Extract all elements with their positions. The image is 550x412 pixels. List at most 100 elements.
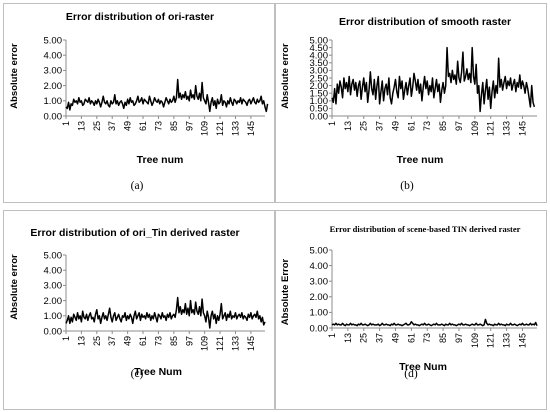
chart-c-y-tick-label: 1.00 — [44, 311, 63, 322]
chart-a-x-label: Tree num — [137, 154, 184, 166]
chart-b-y-tick-label: 4.00 — [310, 51, 329, 62]
chart-panel-a: Error distribution of ori-raster Absolut… — [3, 3, 275, 203]
chart-c-y-label: Absolute error — [9, 254, 20, 320]
chart-panel-b: Error distribution of smooth raster Abso… — [275, 3, 547, 203]
chart-b-y-tick-label: 1.00 — [310, 96, 329, 107]
chart-d-x-tick-label: 145 — [517, 333, 527, 348]
chart-a-y-tick-label: 2.00 — [44, 81, 63, 92]
chart-a-y-tick-label: 0.00 — [44, 111, 63, 122]
chart-d-x-tick-label: 121 — [486, 333, 496, 348]
chart-b-y-tick-label: 0.00 — [310, 111, 329, 122]
chart-a-x-tick-label: 109 — [200, 121, 210, 136]
chart-a-y-tick-label: 4.00 — [44, 51, 63, 62]
chart-d-x-tick-label: 49 — [390, 333, 400, 343]
chart-b-x-label: Tree num — [397, 154, 444, 166]
chart-c-x-tick-label: 37 — [107, 336, 117, 346]
chart-a-x-tick-label: 73 — [153, 121, 163, 131]
chart-b-x-tick-label: 61 — [406, 121, 416, 131]
chart-c-x-tick-label: 133 — [230, 336, 240, 351]
chart-d-x-tick-label: 97 — [454, 333, 464, 343]
chart-d-x-tick-label: 133 — [502, 333, 512, 348]
chart-b-x-tick-label: 49 — [390, 121, 400, 131]
chart-b-x-tick-label: 145 — [517, 121, 527, 136]
caption-d: (d) — [404, 368, 418, 380]
chart-d-svg: Error distribution of scene-based TIN de… — [275, 210, 547, 410]
chart-c-x-tick-label: 1 — [61, 336, 71, 341]
chart-d-x-label: Tree Num — [399, 361, 447, 373]
chart-panel-d: Error distribution of scene-based TIN de… — [275, 210, 547, 410]
chart-b-title: Error distribution of smooth raster — [339, 16, 511, 28]
caption-b: (b) — [400, 180, 414, 192]
chart-a-x-tick-label: 49 — [123, 121, 133, 131]
chart-d-y-tick-label: 2.00 — [310, 292, 329, 303]
chart-d-x-tick-label: 1 — [327, 333, 337, 338]
chart-b-x-tick-label: 1 — [327, 121, 337, 126]
chart-c-y-tick-label: 5.00 — [44, 250, 63, 261]
chart-c-y-tick-label: 3.00 — [44, 281, 63, 292]
chart-b-y-label: Absolute error — [280, 43, 291, 109]
caption-c: (c) — [130, 368, 144, 380]
chart-b-y-tick-label: 2.00 — [310, 81, 329, 92]
chart-d-x-tick-label: 109 — [470, 333, 480, 348]
chart-b-x-tick-label: 133 — [502, 121, 512, 136]
chart-d-x-tick-label: 25 — [359, 333, 369, 343]
chart-a-plot: 0.00 1.00 2.00 3.00 4.00 5.00 1 13 25 37 49 61 73 85 9… — [44, 35, 269, 136]
chart-c-x-tick-label: 97 — [184, 336, 194, 346]
chart-b-frame — [275, 3, 547, 203]
chart-b-x-tick-label: 13 — [343, 121, 353, 131]
chart-c-title: Error distribution of ori_Tin derived ra… — [30, 227, 239, 239]
chart-c-frame — [3, 210, 275, 410]
chart-b-y-tick-label: 2.50 — [310, 73, 329, 84]
chart-c-y-tick-label: 2.00 — [44, 296, 63, 307]
chart-b-x-tick-label: 37 — [375, 121, 385, 131]
chart-c-x-tick-label: 49 — [123, 336, 133, 346]
chart-d-x-tick-label: 85 — [438, 333, 448, 343]
chart-b-x-tick-label: 25 — [359, 121, 369, 131]
chart-b-y-tick-label: 5.00 — [310, 35, 329, 46]
chart-b-plot: 0.000.501.001.502.002.503.003.504.004.50… — [310, 35, 537, 136]
chart-a-y-tick-label: 1.00 — [44, 96, 63, 107]
chart-a-x-tick-label: 25 — [92, 121, 102, 131]
chart-d-x-tick-label: 37 — [375, 333, 385, 343]
chart-panel-c: Error distribution of ori_Tin derived ra… — [3, 210, 275, 410]
chart-c-y-tick-label: 0.00 — [44, 326, 63, 337]
chart-a-x-tick-label: 133 — [230, 121, 240, 136]
chart-d-y-tick-label: 1.00 — [310, 308, 329, 319]
chart-d-series-line — [331, 318, 538, 327]
chart-b-y-tick-label: 1.50 — [310, 89, 329, 100]
chart-a-x-tick-label: 145 — [246, 121, 256, 136]
chart-c-x-tick-label: 61 — [138, 336, 148, 346]
chart-c-x-tick-label: 73 — [153, 336, 163, 346]
chart-a-title: Error distribution of ori-raster — [66, 11, 214, 23]
chart-d-y-label: Absolute Error — [280, 258, 291, 325]
chart-d-plot: 0.00 1.00 2.00 3.00 4.00 5.00 1 13 25 37 49 61 73 85 9… — [310, 245, 538, 348]
chart-a-x-tick-label: 37 — [107, 121, 117, 131]
chart-d-title: Error distribution of scene-based TIN de… — [330, 224, 521, 234]
chart-a-y-label: Absolute error — [9, 43, 20, 109]
chart-d-y-tick-label: 3.00 — [310, 277, 329, 288]
chart-b-svg: Error distribution of smooth raster Abso… — [275, 3, 547, 203]
chart-c-x-tick-label: 121 — [215, 336, 225, 351]
chart-a-series-line — [65, 78, 269, 113]
chart-c-x-tick-label: 109 — [200, 336, 210, 351]
chart-b-y-tick-label: 3.50 — [310, 58, 329, 69]
chart-d-x-tick-label: 13 — [343, 333, 353, 343]
chart-a-x-tick-label: 121 — [215, 121, 225, 136]
chart-b-y-tick-label: 0.50 — [310, 104, 329, 115]
chart-b-x-tick-label: 85 — [438, 121, 448, 131]
chart-c-x-tick-label: 145 — [246, 336, 256, 351]
chart-b-x-tick-label: 73 — [422, 121, 432, 131]
chart-b-series-line — [331, 46, 536, 113]
chart-b-x-tick-label: 97 — [454, 121, 464, 131]
chart-b-y-tick-label: 4.50 — [310, 43, 329, 54]
chart-a-y-tick-label: 3.00 — [44, 66, 63, 77]
chart-d-y-tick-label: 0.00 — [310, 323, 329, 334]
chart-b-x-tick-label: 109 — [470, 121, 480, 136]
chart-d-x-tick-label: 61 — [406, 333, 416, 343]
chart-a-y-tick-label: 5.00 — [44, 35, 63, 46]
chart-a-x-tick-label: 61 — [138, 121, 148, 131]
chart-c-y-tick-label: 4.00 — [44, 266, 63, 277]
chart-a-x-tick-label: 97 — [184, 121, 194, 131]
chart-b-x-tick-label: 121 — [486, 121, 496, 136]
chart-a-x-tick-label: 1 — [61, 121, 71, 126]
